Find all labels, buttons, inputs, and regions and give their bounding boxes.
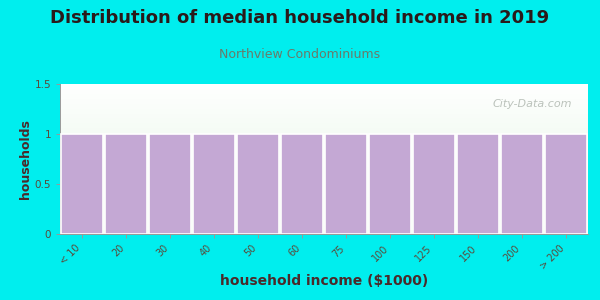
Bar xyxy=(149,134,191,234)
Bar xyxy=(325,134,367,234)
Bar xyxy=(104,134,148,234)
Bar xyxy=(193,134,235,234)
Text: City-Data.com: City-Data.com xyxy=(493,99,572,109)
Bar xyxy=(281,134,323,234)
Bar xyxy=(500,134,544,234)
Bar xyxy=(545,134,587,234)
Bar xyxy=(457,134,499,234)
Y-axis label: households: households xyxy=(19,119,32,199)
Text: Northview Condominiums: Northview Condominiums xyxy=(220,48,380,61)
Bar xyxy=(413,134,455,234)
Bar xyxy=(61,134,103,234)
Bar xyxy=(236,134,280,234)
Bar xyxy=(368,134,412,234)
Text: Distribution of median household income in 2019: Distribution of median household income … xyxy=(50,9,550,27)
X-axis label: household income ($1000): household income ($1000) xyxy=(220,274,428,288)
